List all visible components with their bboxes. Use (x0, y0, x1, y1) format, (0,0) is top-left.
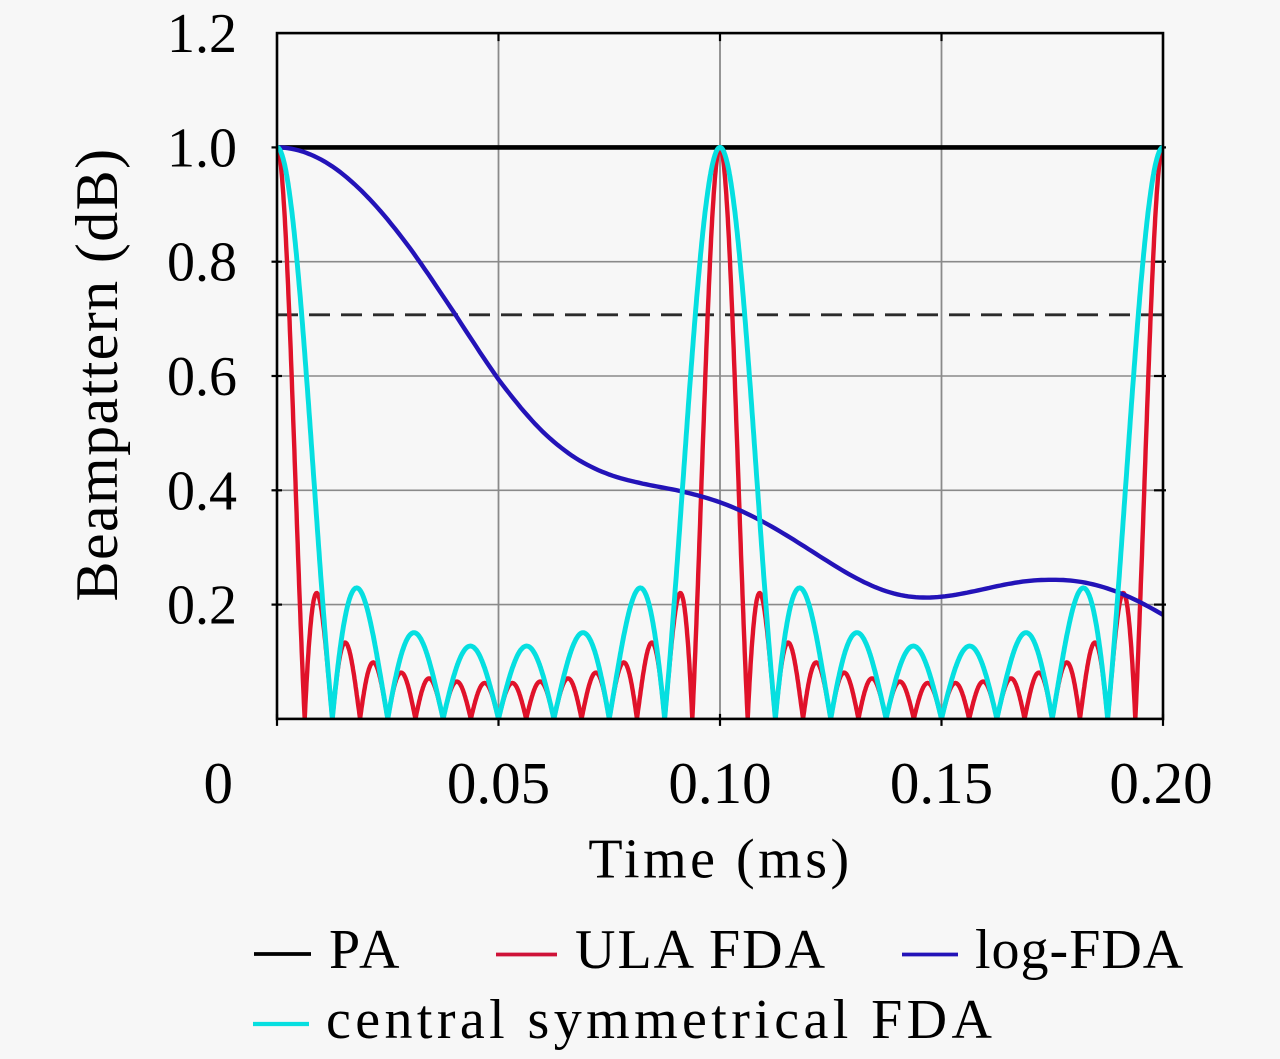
svg-text:0.05: 0.05 (447, 750, 550, 816)
svg-text:1.2: 1.2 (167, 3, 237, 65)
svg-text:0.20: 0.20 (1109, 750, 1212, 816)
svg-text:0: 0 (204, 750, 234, 816)
svg-text:0.8: 0.8 (167, 232, 237, 294)
svg-text:1.0: 1.0 (167, 117, 237, 179)
svg-text:PA: PA (329, 919, 403, 981)
svg-text:log-FDA: log-FDA (975, 919, 1184, 981)
svg-text:0.4: 0.4 (167, 460, 237, 522)
svg-text:Beampattern (dB): Beampattern (dB) (64, 148, 130, 602)
svg-text:central symmetrical FDA: central symmetrical FDA (326, 989, 996, 1051)
svg-text:0.6: 0.6 (167, 346, 237, 408)
svg-text:0.15: 0.15 (890, 750, 993, 816)
svg-text:ULA FDA: ULA FDA (575, 919, 827, 981)
svg-text:Time (ms): Time (ms) (588, 829, 852, 891)
svg-text:0.2: 0.2 (167, 575, 237, 637)
svg-text:0.10: 0.10 (668, 750, 771, 816)
